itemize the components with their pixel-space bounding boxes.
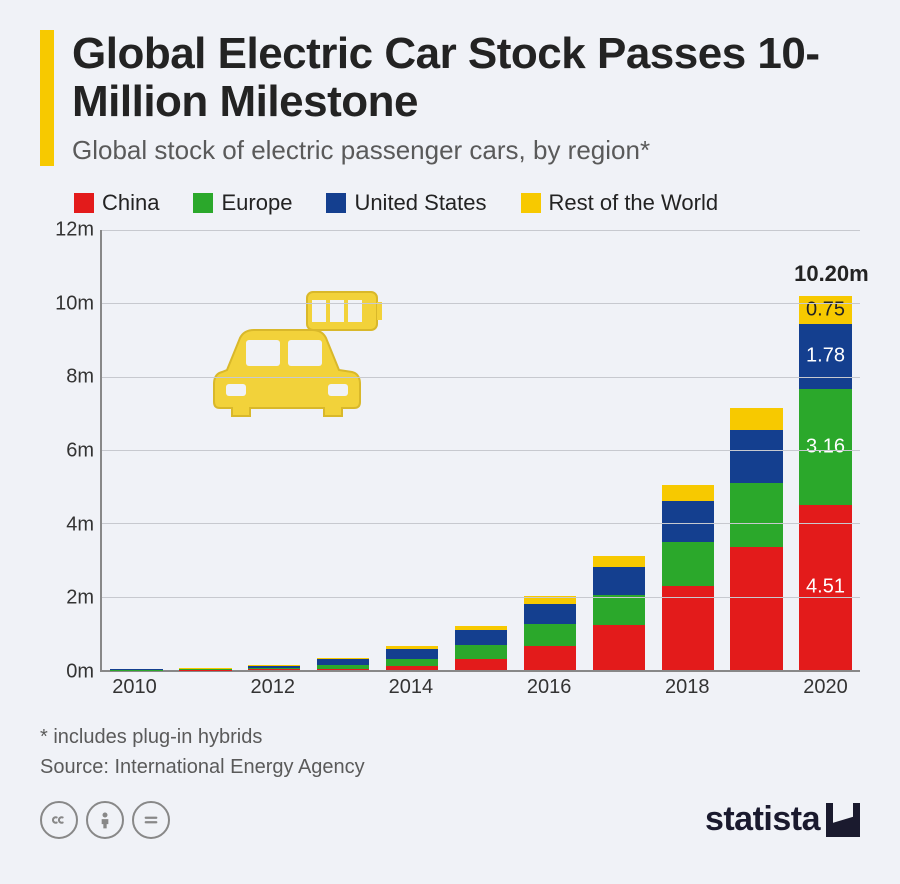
bar-segment (455, 630, 507, 645)
chart: 0m2m4m6m8m10m12m 4.513.161.780.7510.20m (46, 230, 860, 700)
bar-segment (248, 666, 300, 668)
cc-license-icons (40, 801, 170, 839)
footnote: * includes plug-in hybrids Source: Inter… (40, 722, 860, 782)
legend-label: Europe (221, 190, 292, 216)
bar-segment (455, 626, 507, 630)
x-tick-label (169, 672, 238, 700)
x-tick-label: 2012 (238, 672, 307, 700)
x-tick-label (584, 672, 653, 700)
bar-segment (317, 669, 369, 670)
bar-segment (179, 668, 231, 669)
x-tick-label: 2018 (653, 672, 722, 700)
bar-segment (317, 659, 369, 665)
bar-segment (524, 604, 576, 625)
y-tick-label: 10m (55, 292, 94, 315)
bar-segment (455, 659, 507, 670)
bar-segment (455, 645, 507, 659)
segment-value-label: 3.16 (799, 435, 851, 458)
nd-icon (132, 801, 170, 839)
bar-segment (248, 668, 300, 669)
y-axis: 0m2m4m6m8m10m12m (46, 230, 100, 672)
bar-segment (386, 649, 438, 659)
cc-icon (40, 801, 78, 839)
brand-mark-icon (826, 803, 860, 837)
plot-area: 4.51 3.16 1.78 0.75 10.20m (100, 230, 860, 672)
accent-bar (40, 30, 54, 166)
bar-total-label: 10.20m (794, 261, 857, 287)
y-tick-label: 0m (66, 661, 94, 684)
bar-segment (662, 501, 714, 541)
segment-value-label: 1.78 (799, 345, 851, 368)
footer: statista (40, 800, 860, 839)
bar-segment (524, 646, 576, 670)
bar-segment (317, 665, 369, 668)
bar-segment (386, 659, 438, 666)
x-tick-label: 2016 (515, 672, 584, 700)
bar-segment: 3.16 (799, 389, 851, 505)
y-tick-label: 6m (66, 440, 94, 463)
legend-item: Rest of the World (521, 190, 719, 216)
bar-segment (593, 625, 645, 670)
x-tick-label (445, 672, 514, 700)
bar-segment (662, 542, 714, 586)
legend-swatch (193, 193, 213, 213)
legend: China Europe United States Rest of the Worl… (74, 190, 860, 216)
segment-value-label: 0.75 (799, 298, 851, 321)
footnote-note: * includes plug-in hybrids (40, 722, 860, 752)
bar-segment (730, 547, 782, 670)
bar-segment (730, 483, 782, 547)
bar-segment (248, 669, 300, 670)
bar-segment (386, 646, 438, 649)
bar-segment (730, 408, 782, 430)
bar-segment (386, 666, 438, 670)
legend-swatch (74, 193, 94, 213)
gridline (102, 303, 860, 304)
x-axis: 2010 2012 2014 2016 2018 2020 (100, 672, 860, 700)
x-tick-label: 2020 (791, 672, 860, 700)
bar-segment (593, 567, 645, 595)
bar-segment: 4.51 (799, 505, 851, 670)
legend-swatch (521, 193, 541, 213)
gridline (102, 230, 860, 231)
legend-item: United States (326, 190, 486, 216)
y-tick-label: 12m (55, 219, 94, 242)
gridline (102, 450, 860, 451)
bar-segment (317, 658, 369, 659)
title-block: Global Electric Car Stock Passes 10-Mill… (72, 30, 860, 166)
header: Global Electric Car Stock Passes 10-Mill… (40, 30, 860, 166)
x-tick-label: 2014 (376, 672, 445, 700)
legend-swatch (326, 193, 346, 213)
y-tick-label: 4m (66, 513, 94, 536)
x-tick-label (722, 672, 791, 700)
gridline (102, 377, 860, 378)
chart-title: Global Electric Car Stock Passes 10-Mill… (72, 30, 860, 125)
legend-item: Europe (193, 190, 292, 216)
brand-logo: statista (705, 800, 860, 839)
y-tick-label: 8m (66, 366, 94, 389)
chart-subtitle: Global stock of electric passenger cars,… (72, 135, 860, 166)
bar-segment (662, 586, 714, 670)
by-icon (86, 801, 124, 839)
gridline (102, 597, 860, 598)
bar-segment (524, 624, 576, 646)
y-tick-label: 2m (66, 587, 94, 610)
legend-label: Rest of the World (549, 190, 719, 216)
x-tick-label (307, 672, 376, 700)
segment-value-label: 4.51 (799, 576, 851, 599)
x-tick-label: 2010 (100, 672, 169, 700)
gridline (102, 523, 860, 524)
bar-segment (593, 595, 645, 625)
legend-label: China (102, 190, 159, 216)
bar-segment: 1.78 (799, 324, 851, 389)
bar-segment (248, 665, 300, 666)
bar-segment (179, 669, 231, 670)
legend-item: China (74, 190, 159, 216)
bar-segment (730, 430, 782, 483)
legend-label: United States (354, 190, 486, 216)
bar-segment (662, 485, 714, 502)
bar-segment (593, 556, 645, 567)
brand-text: statista (705, 800, 820, 839)
bar-segment: 0.75 (799, 296, 851, 324)
footnote-source: Source: International Energy Agency (40, 752, 860, 782)
